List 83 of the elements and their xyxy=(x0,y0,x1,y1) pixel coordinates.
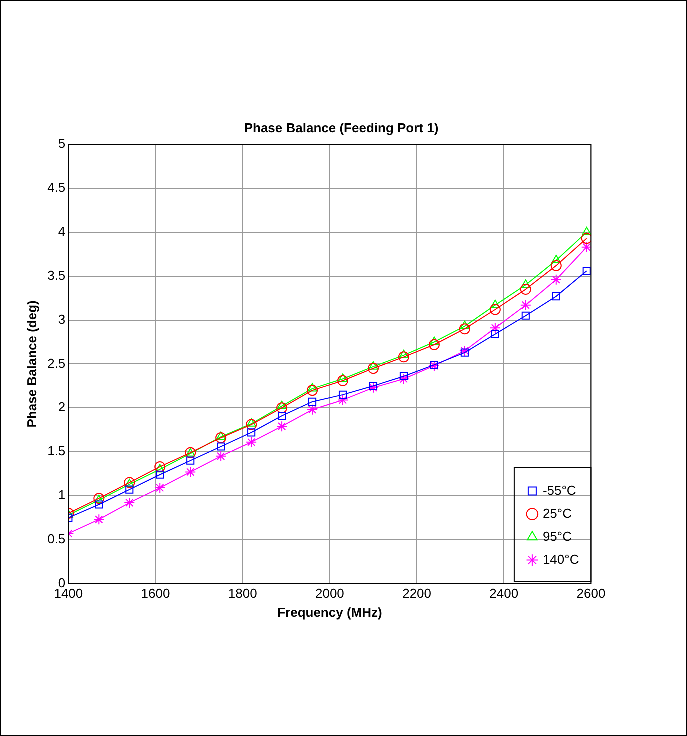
point xyxy=(307,404,318,416)
point xyxy=(491,330,500,338)
y-tick-label: 3.5 xyxy=(48,268,66,283)
x-tick-label: 2400 xyxy=(490,586,519,602)
point xyxy=(338,375,349,386)
point xyxy=(520,300,532,311)
legend-label: 140°C xyxy=(542,552,580,567)
point xyxy=(460,348,469,357)
point xyxy=(400,372,408,381)
point xyxy=(338,390,348,399)
point xyxy=(216,432,227,444)
point xyxy=(428,339,440,350)
point xyxy=(552,255,562,264)
point xyxy=(490,304,501,316)
point xyxy=(581,242,592,253)
point xyxy=(95,500,104,509)
x-tick-label: 2000 xyxy=(315,586,344,602)
point xyxy=(155,464,165,473)
legend-label: 25°C xyxy=(542,506,572,521)
point xyxy=(550,260,562,272)
y-tick-label: 2 xyxy=(58,400,66,415)
point xyxy=(154,482,166,494)
point xyxy=(582,267,591,276)
point xyxy=(552,292,560,301)
x-tick-label: 2200 xyxy=(402,586,432,602)
y-tick-label: 2.5 xyxy=(48,356,66,371)
point xyxy=(278,412,286,420)
x-tick-label: 1600 xyxy=(141,586,170,602)
point xyxy=(276,421,288,432)
point xyxy=(338,374,348,382)
legend-label: 95°C xyxy=(542,528,572,544)
point xyxy=(307,385,318,396)
point xyxy=(399,350,409,358)
point xyxy=(156,470,164,479)
point xyxy=(398,352,410,363)
point xyxy=(520,284,532,296)
point xyxy=(490,300,500,308)
legend-label: -55°C xyxy=(542,482,576,498)
point xyxy=(94,514,105,526)
point xyxy=(126,486,134,494)
x-axis-title: Frequency (MHz) xyxy=(278,604,382,620)
x-tick-label: 1800 xyxy=(228,586,258,602)
point xyxy=(308,383,318,392)
point xyxy=(398,374,410,385)
point xyxy=(186,456,195,465)
point xyxy=(277,400,287,410)
point xyxy=(246,419,258,430)
x-tick-label: 2600 xyxy=(576,586,606,602)
y-tick-label: 3 xyxy=(58,312,66,327)
point xyxy=(154,461,166,472)
point xyxy=(430,336,440,346)
point xyxy=(459,346,470,357)
point xyxy=(246,418,256,427)
point xyxy=(216,432,226,440)
y-tick-label: 1.5 xyxy=(48,444,66,459)
point xyxy=(459,324,470,335)
y-tick-label: 1 xyxy=(58,488,66,503)
point xyxy=(368,361,378,370)
chart-title: Phase Balance (Feeding Port 1) xyxy=(244,120,439,136)
point xyxy=(368,363,379,374)
point xyxy=(216,450,227,462)
point xyxy=(522,312,530,320)
y-tick-label: 4.5 xyxy=(48,180,66,196)
point xyxy=(276,402,288,414)
point xyxy=(124,497,136,508)
point xyxy=(217,442,226,451)
y-tick-label: 4 xyxy=(58,224,66,240)
point xyxy=(368,382,379,394)
point xyxy=(185,466,196,478)
point xyxy=(581,233,592,244)
point xyxy=(521,280,531,288)
point xyxy=(248,428,256,437)
y-tick-label: 5 xyxy=(58,136,66,152)
y-tick-label: 0.5 xyxy=(48,531,66,546)
y-axis-title: Phase Balance (deg) xyxy=(24,300,40,428)
point xyxy=(490,322,501,334)
point xyxy=(246,436,258,448)
point xyxy=(308,398,317,406)
point xyxy=(550,274,562,286)
point xyxy=(582,226,592,236)
point xyxy=(369,382,378,390)
point xyxy=(460,320,470,330)
point xyxy=(338,394,349,406)
